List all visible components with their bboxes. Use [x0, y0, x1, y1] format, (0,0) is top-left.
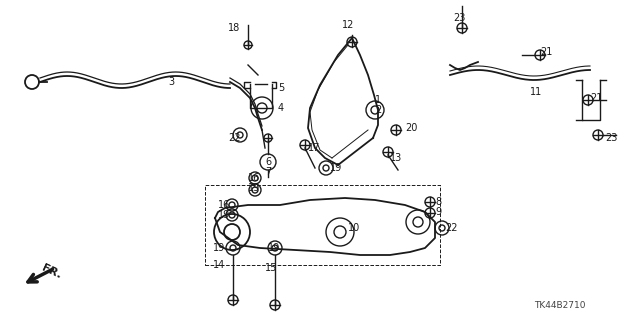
- Text: 4: 4: [278, 103, 284, 113]
- Text: 19: 19: [248, 183, 260, 193]
- Text: 20: 20: [405, 123, 417, 133]
- Text: 21: 21: [590, 93, 602, 103]
- Text: 22: 22: [445, 223, 458, 233]
- Text: 16: 16: [218, 200, 230, 210]
- Text: TK44B2710: TK44B2710: [534, 300, 586, 309]
- Text: FR.: FR.: [40, 263, 63, 281]
- Text: 17: 17: [308, 143, 321, 153]
- Text: 13: 13: [390, 153, 403, 163]
- Text: 8: 8: [435, 197, 441, 207]
- Text: 19: 19: [330, 163, 342, 173]
- Text: 19: 19: [268, 243, 280, 253]
- Text: 21: 21: [540, 47, 552, 57]
- Text: 11: 11: [530, 87, 542, 97]
- Text: 3: 3: [168, 77, 174, 87]
- Text: 9: 9: [435, 207, 441, 217]
- Text: 14: 14: [213, 260, 225, 270]
- Text: 23: 23: [453, 13, 465, 23]
- Text: 16: 16: [248, 173, 260, 183]
- Text: 22: 22: [228, 133, 241, 143]
- Text: 12: 12: [342, 20, 355, 30]
- Text: 5: 5: [278, 83, 284, 93]
- Text: 19: 19: [213, 243, 225, 253]
- Text: 6: 6: [265, 157, 271, 167]
- Text: 1: 1: [375, 95, 381, 105]
- Bar: [205, 185, 440, 265]
- Text: 19: 19: [218, 210, 230, 220]
- Text: 2: 2: [375, 105, 381, 115]
- Text: 10: 10: [348, 223, 360, 233]
- Text: 18: 18: [228, 23, 240, 33]
- Text: 7: 7: [265, 167, 271, 177]
- Text: 15: 15: [265, 263, 277, 273]
- Text: 23: 23: [605, 133, 618, 143]
